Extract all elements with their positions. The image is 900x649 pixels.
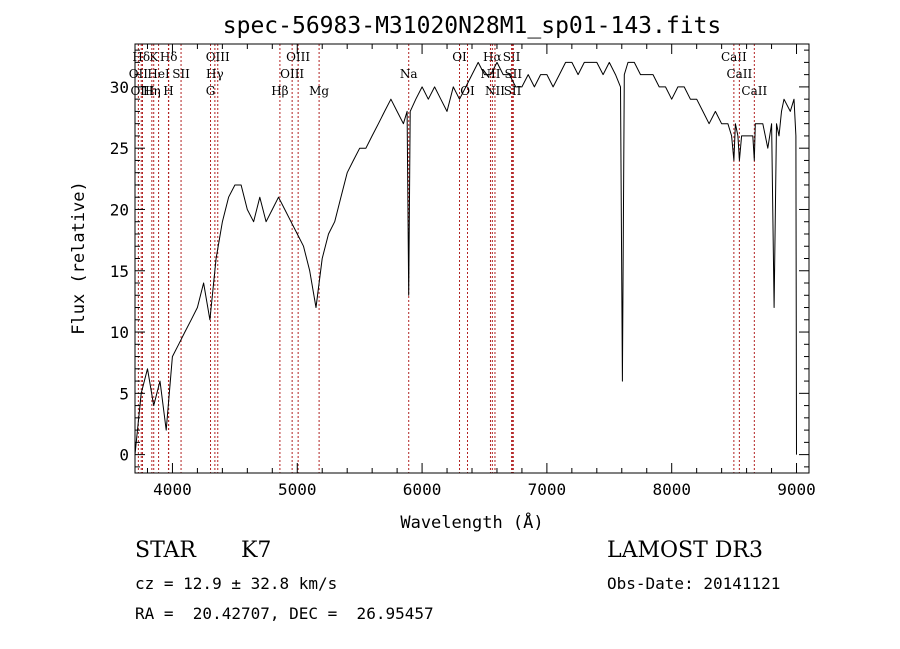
plot-frame [134, 43, 810, 474]
spectral-line-label: SII [172, 67, 190, 81]
spectral-line-label: OI [460, 84, 475, 98]
subclass-label: K7 [241, 538, 272, 563]
spectral-line-label: OII [129, 67, 149, 81]
spectral-line-label: OIII [280, 67, 304, 81]
spectral-line-label: H [163, 84, 173, 98]
x-tick-label: 8000 [652, 480, 691, 499]
spectral-line-label: CaII [721, 50, 747, 64]
y-tick-label: 0 [119, 446, 129, 465]
spectral-line-label: Hγ [206, 67, 224, 81]
spectral-line-label: Hβ [271, 84, 288, 98]
x-tick-label: 5000 [278, 480, 317, 499]
spectral-line-label: HeI [147, 67, 170, 81]
spectral-line-label: K [149, 50, 159, 64]
y-tick-label: 25 [110, 139, 129, 158]
spectral-line-label: CaII [726, 67, 752, 81]
y-tick-label: 30 [110, 78, 129, 97]
spectral-line-label: SII [503, 50, 521, 64]
obs-date-text: Obs-Date: 20141121 [607, 574, 781, 593]
spectral-line-label: OIII [130, 84, 154, 98]
chart-title: spec-56983-M31020N28M1_sp01-143.fits [223, 13, 722, 39]
x-axis-label: Wavelength (Å) [400, 511, 543, 533]
redshift-text: cz = 12.9 ± 32.8 km/s [135, 574, 338, 593]
y-tick-label: 5 [119, 384, 129, 403]
object-type-label: STAR [135, 538, 196, 563]
survey-label: LAMOST DR3 [607, 538, 763, 563]
coordinates-text: RA = 20.42707, DEC = 26.95457 [135, 604, 434, 623]
axes: 4000 5000 6000 7000 8000 9000 0 5 10 15 20 25 30 [110, 44, 816, 499]
x-tick-label: 9000 [777, 480, 816, 499]
spectral-line-label: Hη [143, 84, 161, 98]
spectral-line-label: SII [504, 67, 522, 81]
x-tick-label: 4000 [153, 480, 192, 499]
x-tick-label: 7000 [528, 480, 567, 499]
spectral-line-label: Na [400, 67, 418, 81]
spectrum-line [134, 61, 797, 455]
spectral-line-label: Mg [309, 84, 329, 98]
spectral-line-label: Hα [483, 50, 502, 64]
spectral-line-label: G [206, 84, 216, 98]
spectral-line-label: SII [504, 84, 522, 98]
y-tick-label: 15 [110, 262, 129, 281]
spectrum-series [134, 61, 797, 455]
y-axis-label: Flux (relative) [69, 181, 89, 335]
spectral-line-label: OIII [286, 50, 310, 64]
spectral-line-label: OIII [206, 50, 230, 64]
spectral-line-label: Hδ [132, 50, 150, 64]
spectral-line-label: OI [452, 50, 467, 64]
y-tick-label: 10 [110, 323, 129, 342]
spectral-line-label: CaII [741, 84, 767, 98]
x-tick-label: 6000 [403, 480, 442, 499]
y-tick-label: 20 [110, 200, 129, 219]
spectral-line-label: NII [485, 84, 505, 98]
